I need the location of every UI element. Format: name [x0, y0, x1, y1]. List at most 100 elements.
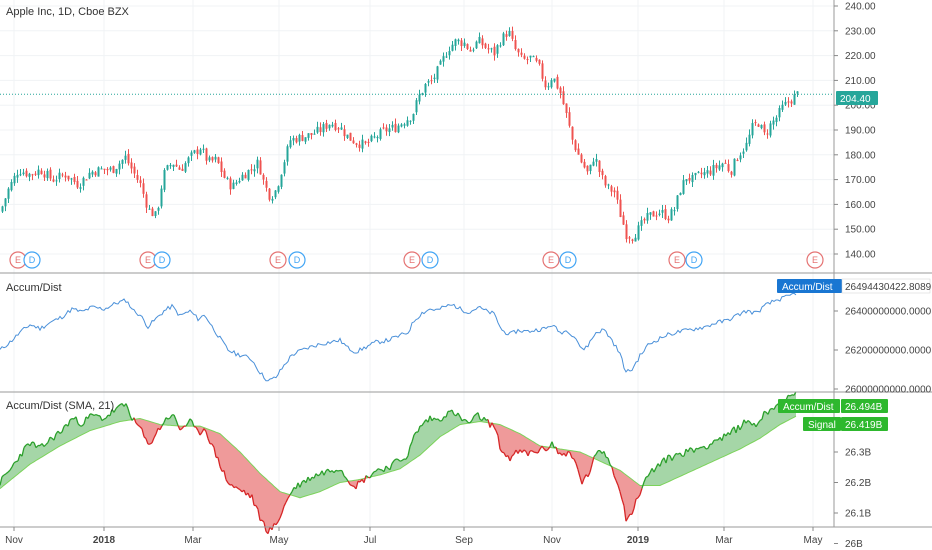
osc-seg-up [105, 414, 109, 419]
candle-body [79, 187, 82, 189]
osc-seg-down [541, 445, 545, 450]
candle-body [610, 186, 613, 192]
osc-fill-up [118, 404, 120, 423]
candle-body [364, 141, 367, 143]
candle-body [214, 156, 217, 160]
osc-fill-down [214, 431, 216, 458]
candle-body [595, 159, 598, 162]
earnings-marker[interactable]: E [269, 251, 287, 269]
osc-seg-up [305, 476, 309, 483]
dividend-marker[interactable]: D [288, 251, 306, 269]
candle-body [160, 188, 163, 207]
osc-fill-down [574, 451, 576, 464]
osc-seg-down [639, 488, 643, 496]
osc-seg-up [379, 468, 383, 471]
osc-fill-down [150, 421, 152, 445]
osc-seg-down [493, 426, 497, 432]
osc-fill-up [344, 475, 346, 482]
osc-seg-down [225, 479, 229, 484]
osc-seg-down [613, 475, 617, 481]
osc-seg-down [577, 469, 581, 478]
osc-fill-up [30, 442, 32, 465]
osc-fill-down [500, 424, 502, 453]
osc-seg-down [511, 453, 515, 457]
price-tick-label: 200.00 [845, 101, 876, 112]
osc-fill-down [230, 442, 232, 485]
osc-fill-down [250, 462, 252, 498]
osc-seg-up [289, 491, 293, 496]
accum-dist-sma-axis-ticks: 26.3B 26.2B 26.1B 26B [834, 448, 871, 550]
accum-dist-pane[interactable]: Accum/Dist [0, 282, 797, 382]
osc-fill-up [752, 423, 754, 443]
candle-body [469, 49, 472, 52]
osc-fill-up [86, 416, 88, 433]
osc-fill-down [588, 455, 590, 477]
osc-fill-down [532, 441, 534, 453]
candle-body [766, 133, 769, 135]
osc-seg-up [401, 458, 405, 462]
osc-seg-up [741, 419, 745, 427]
candle-body [673, 210, 676, 212]
dividend-marker[interactable]: D [23, 251, 41, 269]
candle-body [619, 199, 622, 217]
osc-fill-up [74, 416, 76, 439]
osc-seg-up [187, 418, 191, 424]
osc-seg-up [309, 476, 313, 481]
candle-body [64, 175, 67, 178]
candle-body [535, 57, 538, 61]
earnings-marker[interactable]: E [806, 251, 824, 269]
time-axis-ticks: Nov 2018 Mar May Jul Sep Nov 2019 Mar May [5, 527, 822, 546]
osc-seg-up [761, 411, 765, 420]
osc-fill-up [730, 429, 732, 454]
osc-seg-down [243, 489, 247, 496]
osc-fill-up [758, 420, 760, 440]
osc-fill-up [770, 408, 772, 432]
osc-seg-down [247, 492, 251, 499]
dividend-marker[interactable]: D [421, 251, 439, 269]
candle-body [52, 179, 55, 182]
earnings-marker[interactable]: E [542, 251, 560, 269]
accum-dist-tag: Accum/Dist 26494430422.8089 [777, 278, 932, 294]
dividend-marker[interactable]: D [559, 251, 577, 269]
dividend-marker[interactable]: D [153, 251, 171, 269]
candle-body [778, 107, 781, 118]
osc-seg-up [459, 416, 463, 422]
dividend-marker[interactable]: D [685, 251, 703, 269]
osc-fill-up [702, 446, 704, 467]
osc-seg-up [735, 425, 739, 434]
osc-seg-up [13, 461, 17, 464]
osc-seg-down [363, 475, 367, 483]
candle-body [400, 124, 403, 127]
candle-body [613, 190, 616, 193]
osc-seg-up [329, 470, 333, 473]
candle-body [577, 148, 580, 155]
osc-fill-up [662, 457, 664, 485]
osc-fill-down [522, 434, 524, 453]
time-tick-label: Nov [5, 535, 23, 546]
osc-seg-down [255, 505, 259, 510]
candle-body [328, 124, 331, 129]
candle-body [661, 210, 664, 213]
candle-body [397, 125, 400, 133]
osc-fill-up [714, 440, 716, 461]
osc-seg-up [61, 426, 65, 433]
candle-body [748, 134, 751, 144]
osc-fill-up [748, 420, 750, 445]
accum-dist-sma-pane[interactable]: Accum/Dist (SMA, 21) [0, 391, 797, 535]
osc-fill-up [66, 424, 68, 443]
earnings-marker[interactable]: E [668, 251, 686, 269]
osc-seg-up [375, 468, 379, 472]
accum-dist-tag-label: Accum/Dist [782, 282, 833, 293]
osc-seg-down [631, 508, 635, 515]
osc-fill-down [236, 448, 238, 489]
earnings-marker[interactable]: E [403, 251, 421, 269]
osc-seg-up [703, 445, 707, 450]
osc-fill-down [240, 452, 242, 492]
osc-seg-up [169, 414, 173, 419]
candle-body [592, 161, 595, 166]
candle-body [298, 134, 301, 142]
osc-fill-up [326, 469, 328, 489]
